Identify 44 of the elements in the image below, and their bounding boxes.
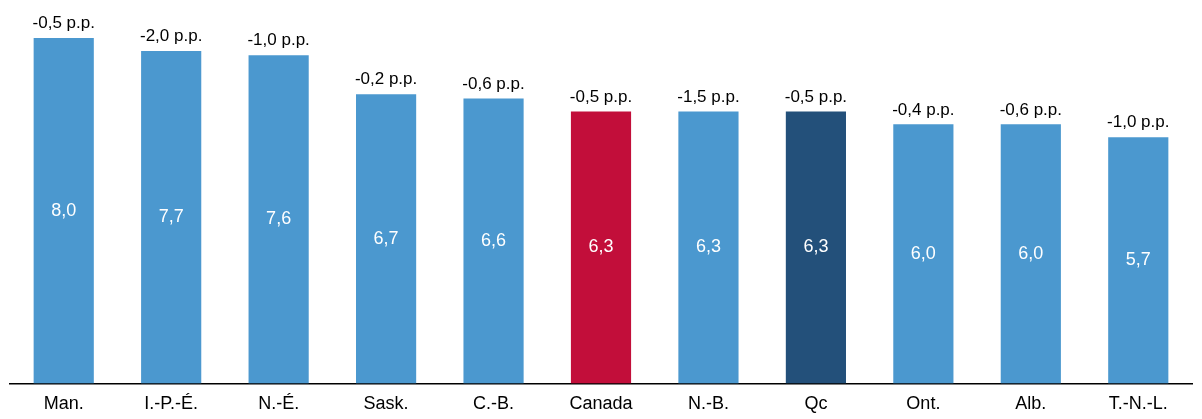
bar xyxy=(1000,124,1061,384)
annotation: -0,6 p.p. xyxy=(462,73,525,93)
bar xyxy=(678,111,739,384)
bar xyxy=(33,38,94,384)
data-label: 6,0 xyxy=(910,242,936,263)
bar xyxy=(141,50,202,384)
x-tick-label: Ont. xyxy=(906,393,941,414)
x-tick-label: Sask. xyxy=(363,393,409,414)
x-tick-label: T.-N.-L. xyxy=(1108,393,1168,414)
bar xyxy=(570,111,632,384)
x-tick-label: N.-B. xyxy=(687,393,729,414)
annotation: -0,5 p.p. xyxy=(32,13,95,33)
bar xyxy=(1108,137,1169,384)
data-label: 6,7 xyxy=(373,227,399,248)
x-tick-label: I.-P.-É. xyxy=(144,393,199,414)
annotation: -2,0 p.p. xyxy=(139,26,203,46)
annotation: -0,5 p.p. xyxy=(569,86,633,106)
x-tick-label: Alb. xyxy=(1015,393,1047,414)
bar xyxy=(463,98,524,384)
annotation: -0,6 p.p. xyxy=(999,99,1063,119)
annotation: -0,4 p.p. xyxy=(892,99,955,119)
data-label: 5,7 xyxy=(1125,249,1151,270)
x-tick-label: Qc xyxy=(804,393,828,414)
data-label: 6,3 xyxy=(588,236,614,257)
data-label: 6,3 xyxy=(695,236,721,257)
data-label: 8,0 xyxy=(51,199,77,220)
data-label: 7,6 xyxy=(266,208,292,229)
data-label: 6,3 xyxy=(803,236,829,257)
x-tick-label: C.-B. xyxy=(473,393,515,414)
data-label: 6,0 xyxy=(1018,242,1044,263)
bar xyxy=(785,111,846,384)
bar xyxy=(248,55,309,384)
x-tick-label: Canada xyxy=(569,393,634,414)
annotation: -0,2 p.p. xyxy=(354,69,418,89)
annotation: -0,5 p.p. xyxy=(784,86,848,106)
annotation: -1,0 p.p. xyxy=(1107,112,1170,132)
bar xyxy=(893,124,954,384)
x-tick-label: N.-É. xyxy=(258,393,300,414)
data-label: 7,7 xyxy=(158,206,184,227)
annotation: -1,5 p.p. xyxy=(677,86,740,106)
bar xyxy=(356,94,417,384)
x-tick-label: Man. xyxy=(43,393,84,414)
data-label: 6,6 xyxy=(481,229,507,250)
annotation: -1,0 p.p. xyxy=(247,30,310,50)
